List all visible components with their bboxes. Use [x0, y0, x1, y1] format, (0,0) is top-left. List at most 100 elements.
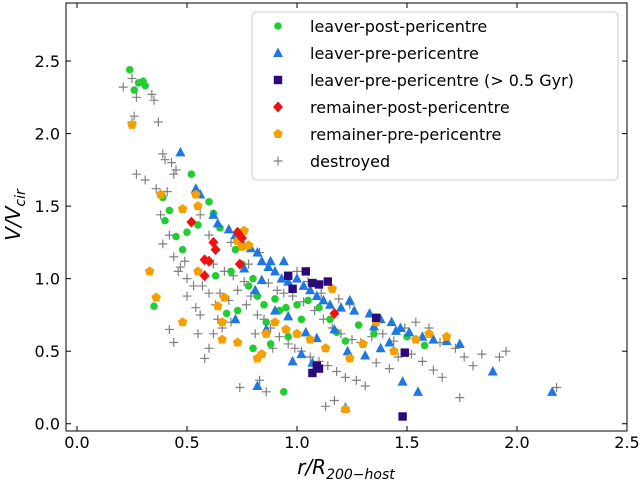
data-point — [252, 380, 263, 391]
series-3 — [186, 216, 340, 319]
data-point — [266, 340, 275, 348]
data-point — [287, 355, 298, 366]
series-0 — [126, 65, 429, 396]
data-point — [234, 258, 245, 270]
data-point — [252, 247, 263, 257]
y-tick-label: 0.0 — [35, 415, 60, 434]
data-point — [195, 210, 205, 220]
data-point — [129, 111, 139, 121]
y-tick-label: 0.5 — [35, 342, 60, 361]
legend-label: leaver-pre-pericentre (> 0.5 Gyr) — [310, 71, 574, 90]
data-point — [151, 292, 161, 302]
data-point — [354, 321, 363, 329]
data-point — [315, 303, 323, 312]
data-point — [162, 187, 172, 197]
data-point — [308, 368, 317, 378]
data-point — [182, 291, 192, 301]
data-point — [411, 334, 421, 344]
data-point — [393, 352, 403, 362]
y-tick-label: 1.5 — [35, 197, 60, 216]
data-point — [255, 375, 265, 385]
data-point — [336, 302, 346, 312]
data-point — [252, 310, 262, 320]
data-point — [276, 273, 287, 283]
data-point — [340, 404, 351, 414]
data-point — [344, 294, 355, 305]
data-point — [349, 305, 360, 315]
data-point — [230, 313, 241, 324]
data-point — [321, 401, 331, 411]
data-point — [212, 218, 223, 228]
data-point — [326, 315, 334, 324]
data-point — [270, 305, 280, 315]
data-point — [314, 280, 324, 289]
data-point — [161, 216, 169, 225]
data-point — [151, 184, 161, 194]
data-point — [494, 352, 504, 362]
data-point — [155, 189, 166, 199]
data-point — [232, 337, 243, 347]
data-point — [293, 300, 301, 309]
data-point — [358, 338, 368, 348]
data-point — [301, 267, 310, 276]
data-point — [180, 256, 190, 266]
data-point — [397, 376, 408, 386]
plot-frame — [65, 2, 628, 432]
data-point — [547, 386, 558, 396]
data-point — [239, 277, 249, 287]
data-point — [347, 335, 357, 345]
data-point — [193, 329, 203, 339]
series-4 — [127, 119, 452, 414]
data-point — [329, 323, 340, 334]
data-point — [389, 346, 399, 356]
legend-label: destroyed — [310, 152, 390, 171]
data-point — [400, 348, 409, 357]
data-point — [260, 300, 268, 309]
data-point — [272, 285, 282, 295]
data-point — [298, 280, 309, 290]
data-point — [227, 267, 235, 276]
x-tick-label: 0.5 — [174, 433, 199, 452]
data-point — [239, 263, 250, 273]
data-point — [193, 201, 203, 211]
data-point — [199, 270, 210, 282]
data-point — [217, 334, 227, 344]
legend-label: leaver-pre-pericentre — [310, 44, 479, 63]
data-point — [197, 281, 207, 291]
data-point — [311, 290, 322, 301]
data-point — [487, 366, 498, 376]
data-point — [208, 209, 219, 219]
data-points — [118, 65, 562, 421]
data-point — [323, 361, 333, 371]
data-point — [345, 353, 355, 363]
data-point — [281, 324, 291, 334]
data-point — [130, 86, 138, 94]
data-point — [177, 317, 188, 327]
data-point — [318, 294, 329, 305]
data-point — [189, 281, 199, 291]
data-point — [300, 326, 311, 337]
data-point — [372, 313, 381, 323]
data-point — [417, 356, 427, 366]
data-point — [288, 291, 298, 301]
data-point — [283, 310, 294, 321]
data-point — [208, 329, 218, 339]
data-point — [164, 324, 174, 334]
data-point — [386, 316, 397, 327]
data-point — [256, 274, 267, 285]
x-axis-label: r/R200−host — [297, 455, 395, 480]
data-point — [171, 165, 181, 175]
data-point — [375, 342, 386, 353]
data-point — [468, 361, 478, 371]
data-point — [404, 326, 415, 337]
data-point — [249, 274, 257, 283]
data-point — [156, 210, 166, 220]
data-point — [175, 146, 186, 157]
data-point — [428, 334, 439, 344]
data-point — [222, 309, 231, 318]
data-point — [244, 282, 253, 290]
data-point — [360, 350, 371, 360]
data-point — [398, 412, 407, 421]
data-point — [164, 230, 174, 240]
data-point — [270, 265, 280, 276]
